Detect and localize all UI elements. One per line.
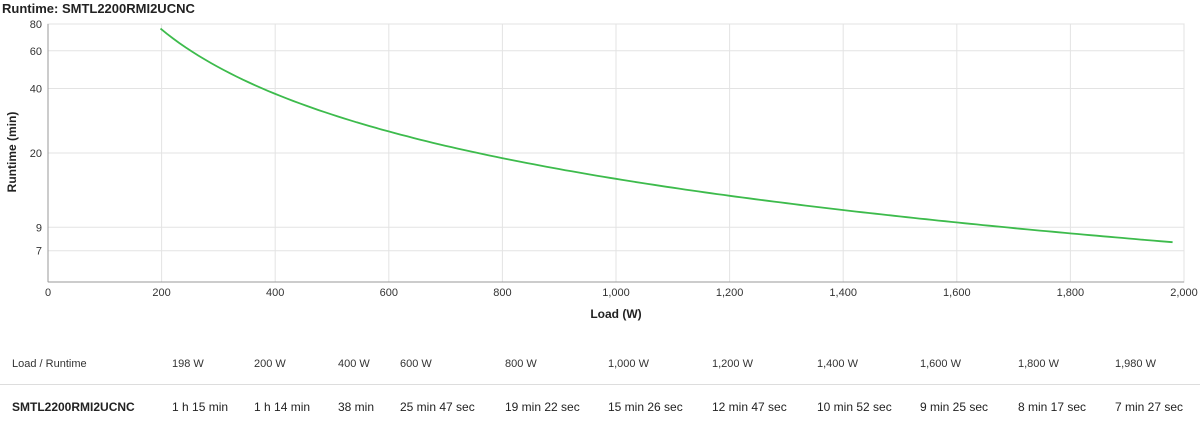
y-tick-label: 9 [36, 222, 42, 234]
table-header-cell: 1,600 W [920, 358, 961, 370]
x-tick-label: 800 [493, 287, 511, 299]
x-tick-label: 1,800 [1057, 287, 1085, 299]
table-header-row: Load / Runtime 198 W 200 W 400 W 600 W 800 W 1… [0, 350, 1200, 380]
x-tick-label: 2,000 [1170, 287, 1198, 299]
table-cell: 12 min 47 sec [712, 400, 787, 414]
x-axis-title: Load (W) [590, 307, 641, 321]
table-header-cell: 600 W [400, 358, 432, 370]
chart-title: Runtime: SMTL2200RMI2UCNC [2, 1, 195, 16]
table-header-cell: 1,400 W [817, 358, 858, 370]
table-cell: 1 h 15 min [172, 400, 229, 414]
table-data-row: SMTL2200RMI2UCNC 1 h 15 min 1 h 14 min 38 m… [0, 392, 1200, 422]
x-tick-label: 0 [45, 287, 51, 299]
table-header-cell: 1,980 W [1115, 358, 1156, 370]
x-tick-label: 600 [380, 287, 398, 299]
table-cell: 8 min 17 sec [1018, 400, 1087, 414]
x-tick-label: 1,200 [716, 287, 744, 299]
table-cell: 10 min 52 sec [817, 400, 892, 414]
table-header-cell: 400 W [338, 358, 370, 370]
table-cell: 38 min [338, 400, 375, 414]
x-tick-label: 400 [266, 287, 284, 299]
table-cell: 15 min 26 sec [608, 400, 683, 414]
y-tick-label: 80 [30, 19, 42, 31]
table-row-label: SMTL2200RMI2UCNC [12, 400, 135, 414]
x-tick-label: 200 [152, 287, 170, 299]
table-header-label: Load / Runtime [12, 358, 87, 370]
y-tick-label: 20 [30, 148, 42, 160]
runtime-table: Load / Runtime 198 W 200 W 400 W 600 W 800 W 1… [0, 340, 1200, 428]
tick-labels: 0 200 400 600 800 1,000 1,200 1,400 1,600 1,800 2,… [30, 19, 1198, 299]
x-tick-label: 1,600 [943, 287, 971, 299]
y-tick-label: 7 [36, 246, 42, 258]
table-header-cell: 1,800 W [1018, 358, 1059, 370]
x-tick-label: 1,400 [829, 287, 857, 299]
table-cell: 19 min 22 sec [505, 400, 580, 414]
runtime-chart: 0 200 400 600 800 1,000 1,200 1,400 1,600 1,800 2,… [5, 19, 1198, 321]
table-header-cell: 1,000 W [608, 358, 649, 370]
series [159, 27, 1173, 244]
table-cell: 1 h 14 min [254, 400, 311, 414]
y-axis-title: Runtime (min) [5, 112, 19, 193]
y-tick-label: 60 [30, 46, 42, 58]
table-cell: 7 min 27 sec [1115, 400, 1184, 414]
table-divider [0, 384, 1200, 385]
table-header-cell: 1,200 W [712, 358, 753, 370]
table-header-cell: 198 W [172, 358, 204, 370]
x-tick-label: 1,000 [602, 287, 630, 299]
y-tick-label: 40 [30, 84, 42, 96]
grid [47, 23, 1185, 283]
runtime-series-line [159, 27, 1173, 244]
table-header-cell: 200 W [254, 358, 286, 370]
axes [47, 24, 1184, 283]
table-cell: 9 min 25 sec [920, 400, 989, 414]
table-header-cell: 800 W [505, 358, 537, 370]
table-cell: 25 min 47 sec [400, 400, 475, 414]
